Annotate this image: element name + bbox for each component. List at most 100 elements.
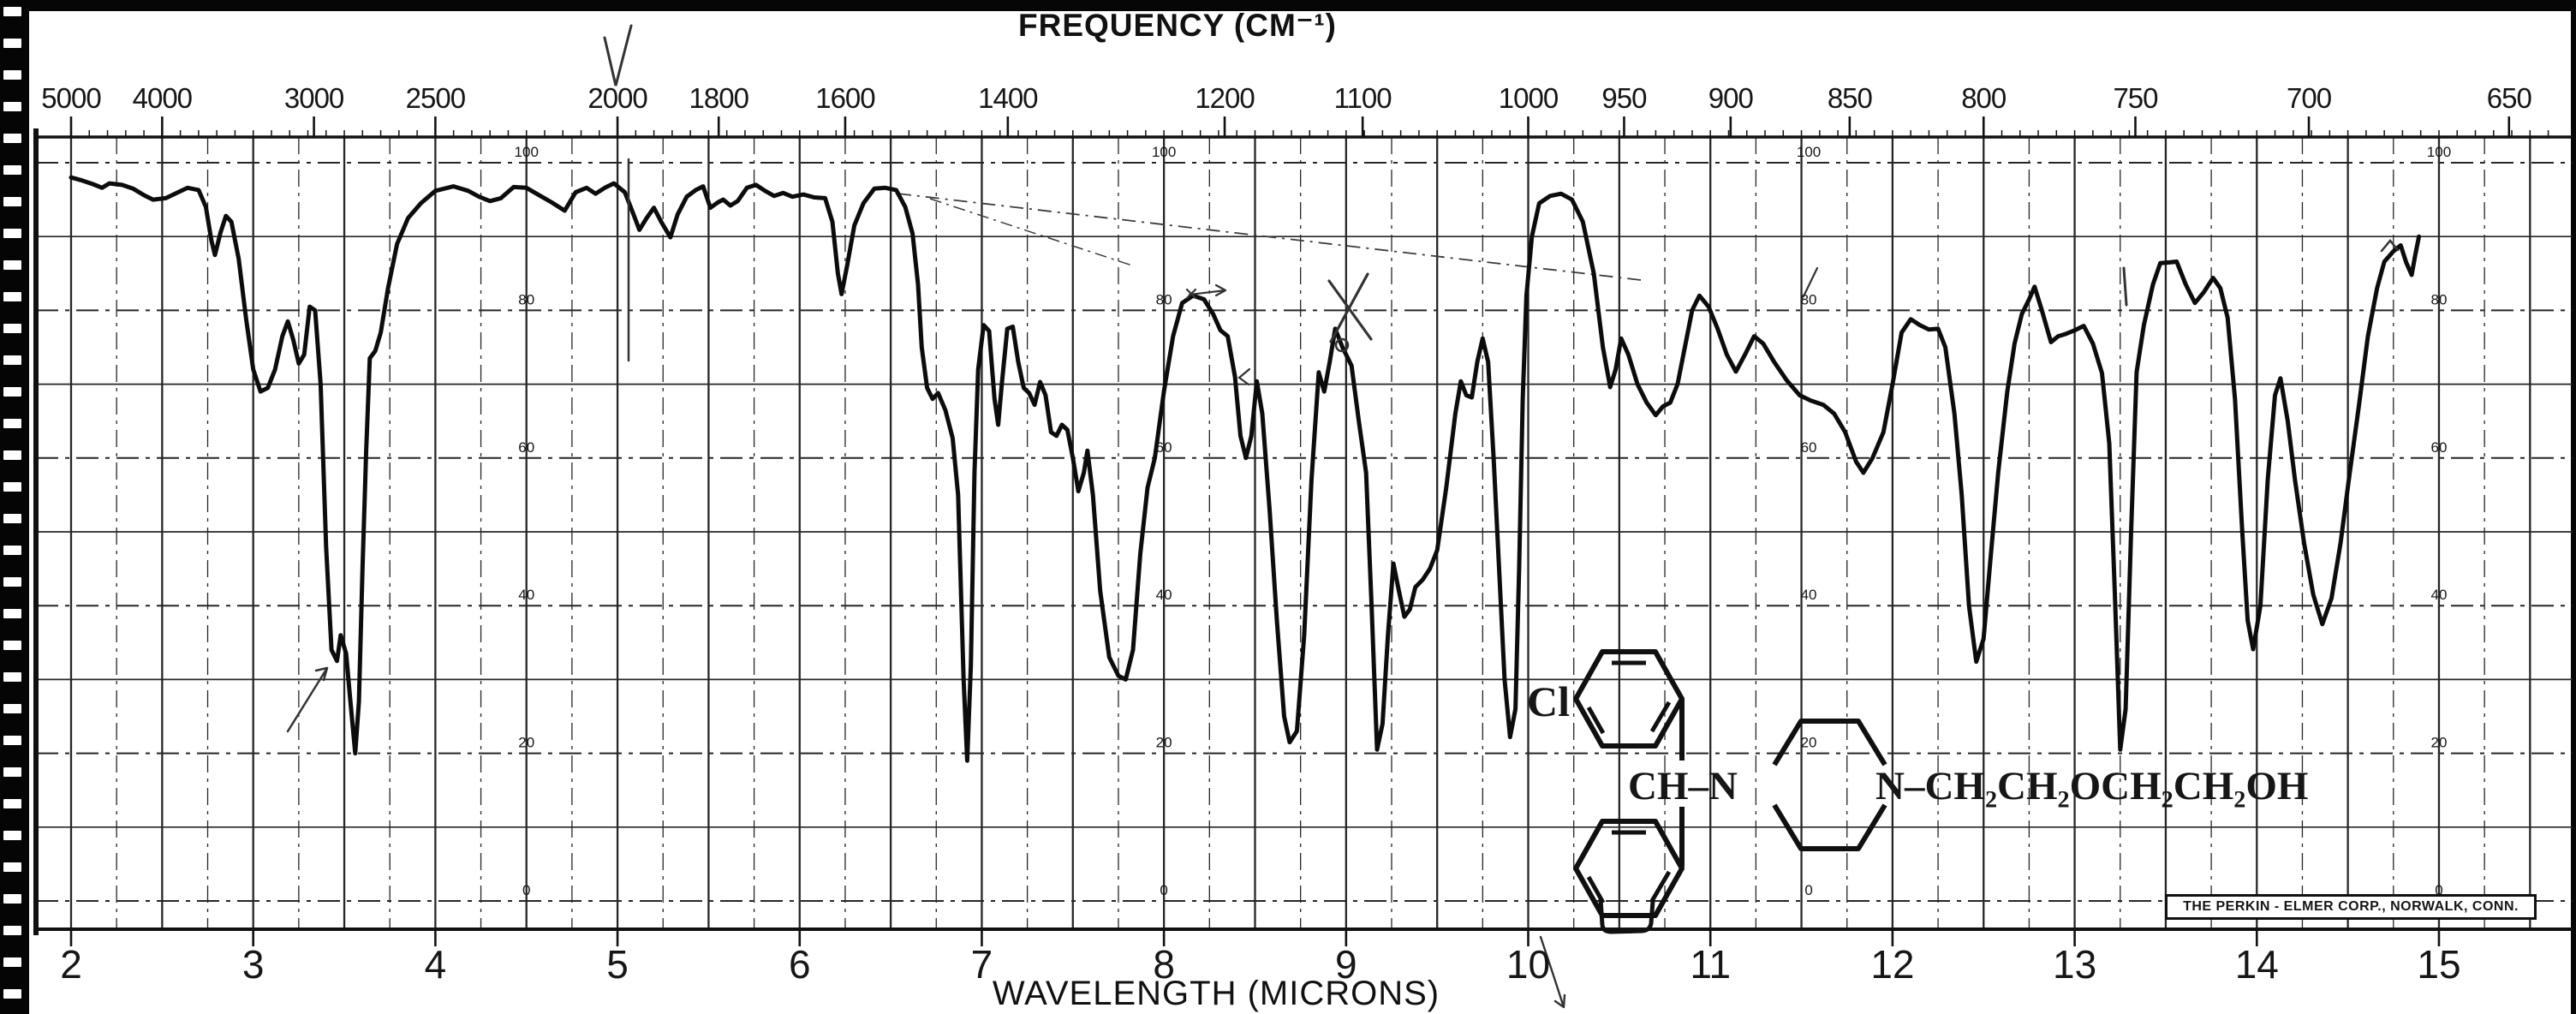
film-sprocket-hole <box>3 39 21 48</box>
transmittance-label: 20 <box>518 735 534 751</box>
film-sprocket-hole <box>3 704 21 713</box>
phenyl-ring <box>1573 819 1685 918</box>
film-sprocket-hole <box>3 957 21 967</box>
phenyl-double-bonds <box>1586 830 1672 904</box>
freq-tick-label: 1800 <box>689 82 749 114</box>
chain-label: N–CH₂CH₂OCH₂CH₂OH <box>1875 764 2308 808</box>
film-sprocket-hole <box>3 292 21 301</box>
transmittance-label: 40 <box>2431 587 2448 603</box>
micron-tick-label: 10 <box>1506 942 1550 987</box>
freq-tick-label: 1200 <box>1195 82 1255 114</box>
micron-tick-label: 5 <box>606 942 629 987</box>
handwritten-slash-mark <box>1802 266 1819 298</box>
handwritten-x-scribble-1100cm <box>1327 272 1373 343</box>
film-sprocket-hole <box>3 514 21 523</box>
film-sprocket-hole <box>3 831 21 840</box>
handwritten-mark-8p5um <box>1237 367 1251 386</box>
handwritten-arrow-below-10um <box>1539 935 1566 1009</box>
transmittance-label: 0 <box>1160 882 1167 898</box>
film-sprocket-hole <box>3 989 21 999</box>
handwritten-checkmark <box>603 24 633 86</box>
handwritten-caret-mark <box>2380 239 2400 253</box>
freq-tick-label: 1000 <box>1499 82 1559 114</box>
top-border-bar <box>29 0 2576 11</box>
pencil-reference-line-main <box>897 193 1642 281</box>
freq-tick-label: 950 <box>1601 82 1647 114</box>
film-sprocket-hole <box>3 577 21 587</box>
transmittance-label: 80 <box>1156 291 1172 307</box>
freq-tick-label: 2000 <box>587 82 647 114</box>
micron-tick-label: 8 <box>1153 942 1175 987</box>
film-sprocket-hole <box>3 260 21 270</box>
micron-tick-label: 13 <box>2053 942 2096 987</box>
micron-tick-label: 7 <box>971 942 993 987</box>
transmittance-label: 40 <box>1801 587 1817 603</box>
freq-tick-label: 5000 <box>41 82 101 114</box>
film-sprocket-hole <box>3 641 21 650</box>
freq-tick-label: 2500 <box>406 82 466 114</box>
handwritten-circle-mark <box>1334 337 1350 353</box>
transmittance-label: 60 <box>1801 439 1817 456</box>
transmittance-label: 60 <box>2431 439 2448 456</box>
film-sprocket-hole <box>3 862 21 872</box>
micron-tick-label: 6 <box>789 942 811 987</box>
film-sprocket-hole <box>3 355 21 365</box>
film-sprocket-hole <box>3 767 21 777</box>
axis-labels-layer: 5000 40 0 0 3000 2500 2000 1800 1600 1400 1200 1100… <box>41 82 2532 987</box>
perkin-elmer-credit-text: THE PERKIN - ELMER CORP., NORWALK, CONN. <box>2183 899 2519 914</box>
wavelength-axis-title: WAVELENGTH (MICRONS) <box>992 975 1440 1012</box>
spectrum-curve-layer <box>69 175 2422 763</box>
handwritten-arrow-2800cm <box>286 666 329 733</box>
micron-tick-label: 14 <box>2235 942 2279 987</box>
freq-tick-label: 1600 <box>815 82 875 114</box>
transmittance-label: 20 <box>2431 735 2448 751</box>
chemical-structure: Cl CH–N N–CH₂CH₂OCH₂CH₂OH <box>1527 649 2308 918</box>
handwritten-tick-13um <box>2122 266 2128 307</box>
transmittance-label: 80 <box>2431 291 2448 307</box>
film-sprocket-hole <box>3 894 21 904</box>
film-sprocket-hole <box>3 482 21 492</box>
film-sprocket-hole <box>3 672 21 682</box>
transmittance-label: 60 <box>518 439 534 456</box>
frequency-axis-title: FREQUENCY (CM⁻¹) <box>1018 8 1337 43</box>
micron-tick-label: 11 <box>1690 942 1731 987</box>
handwritten-bracket-mark <box>1598 897 1655 934</box>
transmittance-label: 100 <box>1797 144 1821 160</box>
freq-tick-label: 850 <box>1828 82 1873 114</box>
film-sprocket-hole <box>3 450 21 460</box>
spectrum-curve <box>69 175 2422 763</box>
film-sprocket-hole <box>3 546 21 555</box>
freq-tick-label: 900 <box>1708 82 1754 114</box>
transmittance-label: 80 <box>518 291 534 307</box>
freq-tick-label: 750 <box>2113 82 2158 114</box>
film-sprocket-hole <box>3 799 21 808</box>
transmittance-label: 100 <box>1152 144 1176 160</box>
freq-tick-label: 3000 <box>284 82 344 114</box>
film-sprocket-hole <box>3 926 21 935</box>
pencil-reference-line-secondary <box>929 198 1133 266</box>
right-border-bar <box>2571 0 2576 1014</box>
film-sprocket-hole <box>3 387 21 397</box>
freq-tick-label: 1100 <box>1334 82 1392 114</box>
transmittance-label: 40 <box>1156 587 1172 603</box>
micron-tick-label: 4 <box>425 942 447 987</box>
film-sprocket-hole <box>3 197 21 206</box>
transmittance-label: 100 <box>515 144 539 160</box>
micron-tick-label: 3 <box>242 942 265 987</box>
micron-tick-label: 2 <box>60 942 82 987</box>
freq-tick-label: 1400 <box>978 82 1038 114</box>
transmittance-label: 20 <box>1801 735 1817 751</box>
chlorophenyl-double-bonds <box>1586 660 1672 735</box>
perkin-elmer-credit-box: THE PERKIN - ELMER CORP., NORWALK, CONN. <box>2165 894 2537 920</box>
piperazine-ring <box>1772 719 1887 851</box>
cl-label: Cl <box>1527 677 1570 725</box>
freq-tick-label: 800 <box>1961 82 2007 114</box>
freq-tick-label: 650 <box>2487 82 2532 114</box>
freq-tick-label: 700 <box>2287 82 2332 114</box>
film-sprocket-hole <box>3 324 21 333</box>
film-sprocket-hole <box>3 419 21 428</box>
ch-n-label: CH–N <box>1628 764 1738 808</box>
micron-tick-label: 15 <box>2417 942 2460 987</box>
transmittance-label: 0 <box>2435 882 2442 898</box>
